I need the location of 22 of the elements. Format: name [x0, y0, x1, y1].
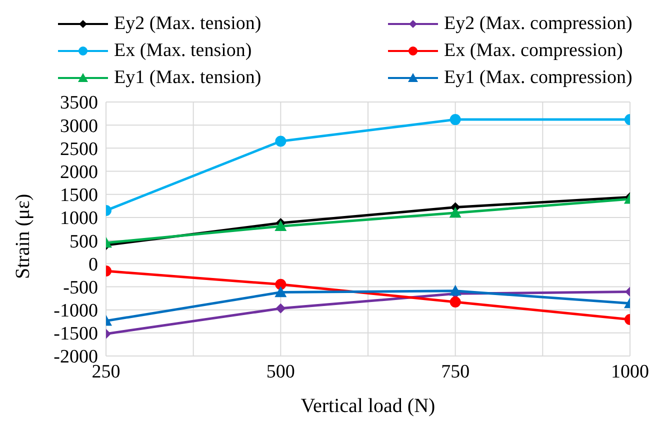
y-axis-title: Strain (με) [12, 194, 34, 279]
x-tick-label: 1000 [611, 361, 649, 382]
y-tick-label: -500 [63, 277, 98, 298]
legend-label: Ey1 (Max. tension) [114, 66, 262, 88]
legend-label: Ey2 (Max. compression) [444, 12, 632, 34]
x-tick-label: 750 [441, 361, 470, 382]
x-tick-label: 500 [266, 361, 295, 382]
y-tick-label: 500 [70, 231, 98, 252]
legend-label: Ex (Max. compression) [444, 40, 623, 62]
y-tick-label: 0 [88, 254, 98, 276]
legend-label: Ex (Max. tension) [114, 40, 252, 62]
legend-label: Ey1 (Max. compression) [444, 66, 632, 88]
y-tick-label: 2000 [60, 162, 98, 184]
y-tick-label: -1500 [54, 324, 98, 345]
y-tick-label: 1000 [60, 208, 98, 230]
y-tick-label: 3500 [60, 92, 98, 114]
y-tick-label: 1500 [60, 185, 98, 206]
y-tick-label: -1000 [54, 300, 98, 322]
legend-label: Ey2 (Max. tension) [114, 12, 262, 34]
y-tick-label: 2500 [60, 138, 98, 160]
x-axis-title: Vertical load (N) [300, 395, 436, 417]
y-tick-label: 3000 [60, 116, 98, 137]
